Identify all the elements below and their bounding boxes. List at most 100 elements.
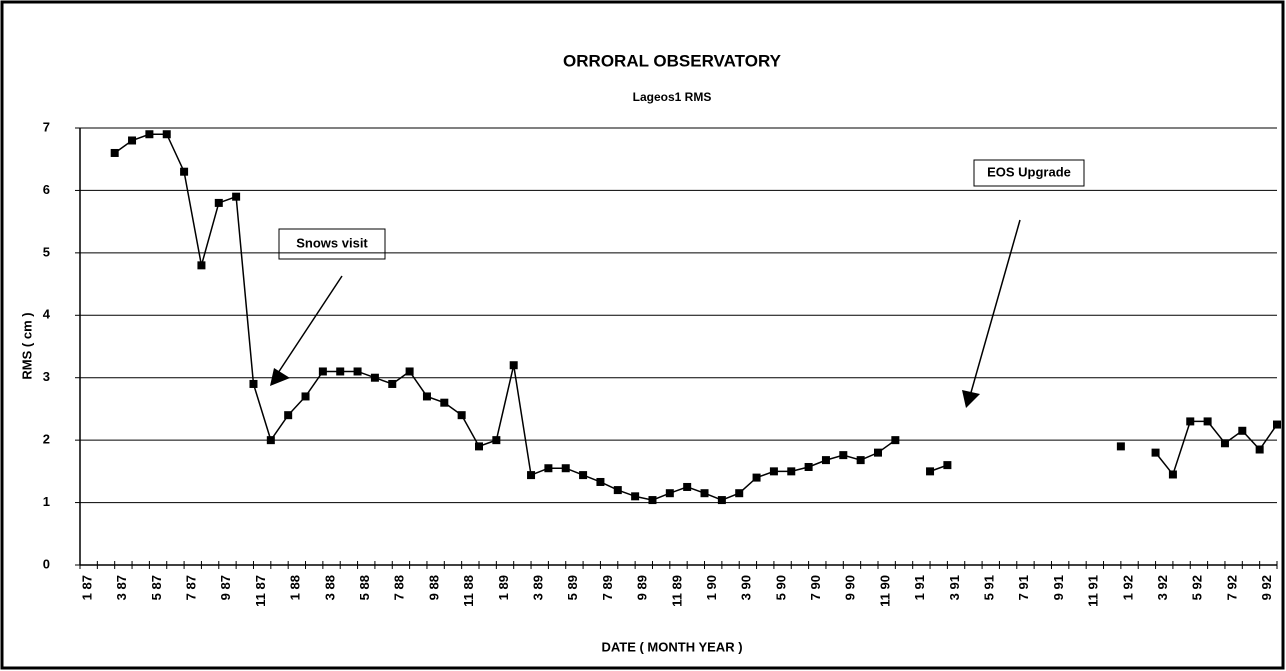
data-point — [422, 392, 431, 401]
data-point — [214, 198, 223, 207]
x-tick-label: 11 87 — [253, 575, 268, 607]
annotation: Snows visit — [296, 235, 368, 250]
data-point — [874, 448, 882, 457]
y-tick-label: 0 — [43, 556, 50, 571]
x-axis-label: DATE ( MONTH YEAR ) — [601, 639, 742, 654]
x-tick-label: 5 91 — [982, 575, 997, 600]
x-tick-label: 1 87 — [79, 575, 94, 600]
data-point — [613, 486, 622, 495]
y-tick-label: 2 — [43, 432, 50, 447]
annotation: EOS Upgrade — [987, 164, 1071, 179]
data-point — [839, 451, 848, 460]
data-point — [787, 467, 796, 476]
chart-title: ORRORAL OBSERVATORY — [563, 51, 782, 70]
y-axis-label: RMS ( cm ) — [19, 312, 34, 379]
data-point — [561, 464, 570, 473]
series-line — [114, 133, 896, 501]
data-point — [1238, 426, 1247, 435]
annotation-box — [973, 159, 1085, 187]
data-point — [1151, 448, 1160, 457]
data-point — [891, 436, 900, 445]
data-point — [665, 489, 674, 498]
data-point — [804, 462, 813, 471]
x-tick-label: 7 92 — [1224, 575, 1239, 600]
x-tick-label: 1 90 — [704, 575, 719, 600]
x-tick-label: 5 89 — [565, 575, 580, 600]
data-point — [544, 464, 553, 473]
data-point — [527, 471, 536, 480]
x-tick-label: 1 89 — [496, 575, 511, 600]
x-tick-label: 11 91 — [1086, 575, 1101, 607]
data-point — [769, 467, 778, 476]
x-tick-label: 3 87 — [114, 575, 129, 600]
data-point — [1186, 417, 1195, 426]
x-tick-label: 11 88 — [461, 575, 476, 607]
x-tick-label: 3 89 — [530, 575, 545, 600]
annotation-box — [278, 228, 386, 260]
data-point — [266, 436, 275, 445]
data-point — [353, 367, 362, 376]
data-point — [197, 261, 206, 270]
annotation-arrow — [969, 219, 1021, 397]
data-point — [1255, 445, 1264, 454]
y-tick-label: 7 — [43, 119, 50, 134]
data-point — [457, 411, 466, 420]
data-point — [110, 148, 119, 157]
data-point — [1203, 417, 1212, 426]
x-tick-label: 7 91 — [1016, 575, 1031, 600]
data-point — [232, 192, 241, 201]
data-point — [648, 496, 657, 505]
data-point — [145, 130, 154, 139]
chart-subtitle: Lageos1 RMS — [633, 90, 712, 104]
data-point — [370, 373, 379, 382]
data-point — [752, 473, 761, 482]
data-point — [475, 442, 483, 451]
x-tick-label: 9 91 — [1051, 575, 1066, 600]
data-point — [821, 456, 830, 465]
x-tick-label: 5 90 — [773, 575, 788, 600]
data-point — [943, 461, 952, 470]
y-tick-label: 5 — [43, 244, 50, 259]
x-tick-label: 3 90 — [739, 575, 754, 600]
x-tick-label: 9 88 — [426, 575, 441, 600]
data-point — [717, 496, 726, 505]
x-tick-label: 7 88 — [392, 575, 407, 600]
x-tick-label: 5 92 — [1190, 575, 1205, 600]
data-point — [440, 398, 449, 407]
data-point — [405, 367, 414, 376]
data-point — [492, 436, 501, 445]
x-tick-label: 7 89 — [600, 575, 615, 600]
data-point — [596, 477, 605, 486]
data-point — [336, 367, 345, 376]
x-tick-label: 11 90 — [877, 575, 892, 607]
data-point — [1273, 420, 1281, 429]
data-point — [926, 467, 935, 476]
x-tick-label: 3 92 — [1155, 575, 1170, 600]
x-tick-label: 3 91 — [947, 575, 962, 600]
x-tick-label: 11 89 — [669, 575, 684, 607]
x-tick-label: 7 87 — [184, 575, 199, 600]
arrow-head — [270, 368, 290, 386]
x-tick-label: 9 90 — [843, 575, 858, 600]
data-point — [579, 471, 588, 480]
x-tick-label: 1 91 — [912, 575, 927, 600]
annotation-arrow — [275, 275, 343, 377]
x-tick-label: 9 89 — [635, 575, 650, 600]
data-point — [700, 489, 709, 498]
x-tick-label: 1 92 — [1120, 575, 1135, 600]
data-point — [388, 379, 397, 388]
data-point — [128, 136, 137, 145]
x-tick-label: 1 88 — [288, 575, 303, 600]
data-point — [735, 489, 744, 498]
data-point — [683, 482, 692, 491]
y-tick-label: 6 — [43, 182, 50, 197]
data-point — [856, 456, 865, 465]
arrow-head — [962, 390, 980, 408]
data-point — [180, 167, 189, 176]
data-point — [318, 367, 327, 376]
data-point — [1220, 439, 1229, 448]
y-tick-label: 4 — [43, 307, 51, 322]
x-tick-label: 7 90 — [808, 575, 823, 600]
